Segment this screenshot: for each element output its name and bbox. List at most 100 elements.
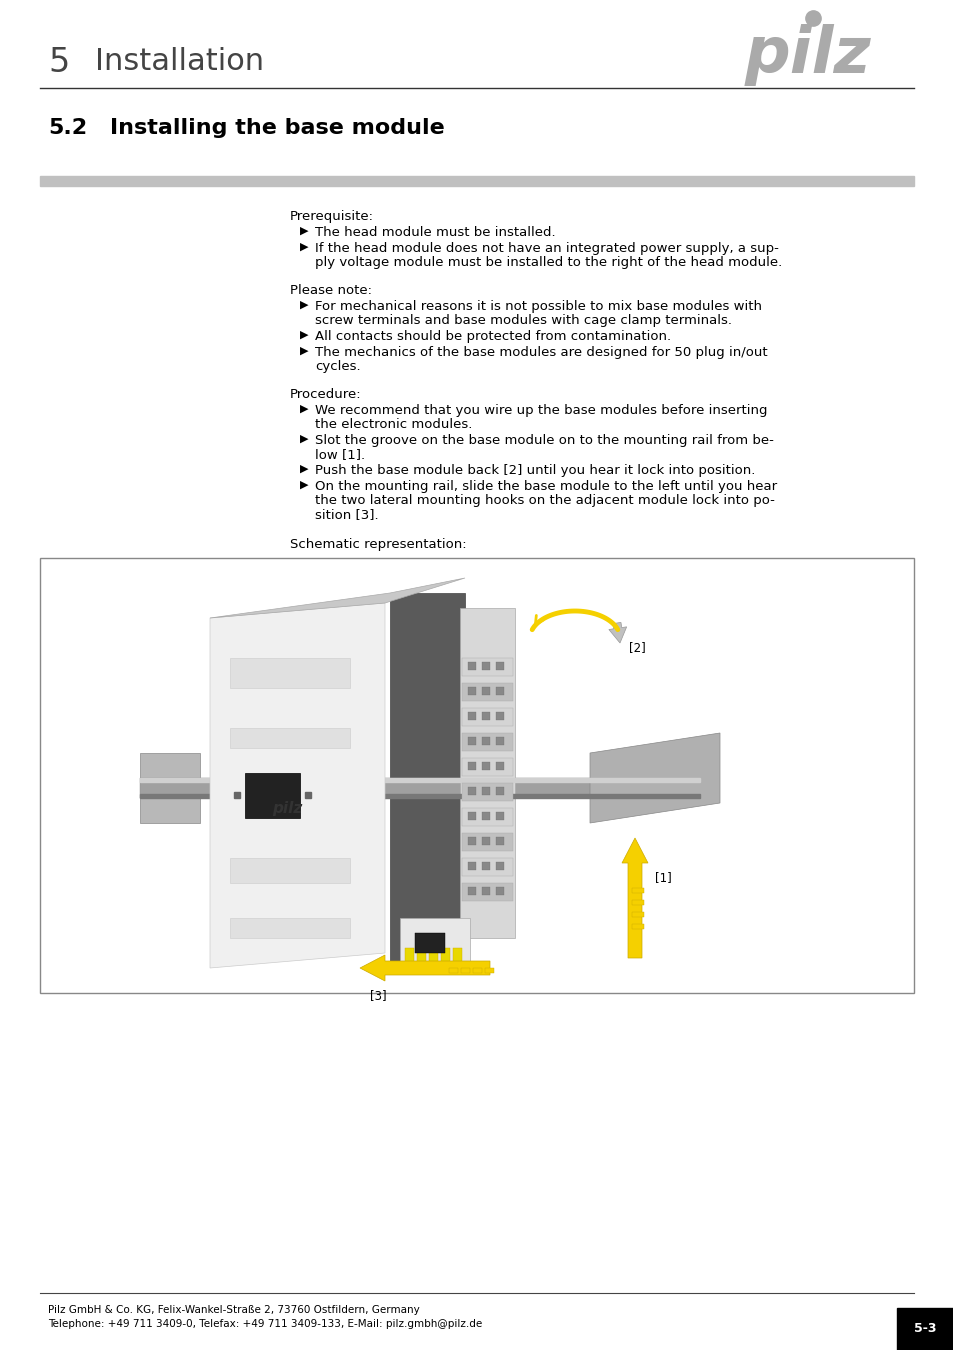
Bar (496, 687, 503, 695)
Text: The head module must be installed.: The head module must be installed. (314, 225, 555, 239)
Bar (440, 948, 450, 968)
Bar (496, 711, 503, 720)
Bar (399, 918, 470, 973)
Text: Procedure:: Procedure: (290, 387, 361, 401)
Bar (631, 900, 643, 904)
Bar (468, 687, 476, 695)
Bar (140, 778, 700, 798)
Text: 5: 5 (48, 46, 70, 78)
Bar (468, 887, 476, 895)
FancyArrow shape (608, 622, 626, 643)
FancyArrow shape (621, 838, 647, 958)
Text: low [1].: low [1]. (314, 448, 365, 460)
Bar (484, 968, 494, 973)
Bar (481, 687, 490, 695)
Text: ▶: ▶ (299, 300, 308, 310)
Bar (245, 774, 299, 818)
Text: ▶: ▶ (299, 242, 308, 252)
Text: the electronic modules.: the electronic modules. (314, 418, 472, 431)
Bar (631, 888, 643, 892)
Bar (405, 948, 414, 968)
Bar (496, 662, 503, 670)
Bar (468, 837, 476, 845)
Bar (481, 787, 490, 795)
Text: Please note:: Please note: (290, 284, 372, 297)
Bar (453, 948, 461, 968)
Text: For mechanical reasons it is not possible to mix base modules with: For mechanical reasons it is not possibl… (314, 300, 761, 313)
Bar (468, 787, 476, 795)
Bar (481, 662, 490, 670)
Bar (140, 794, 700, 798)
Text: pilz: pilz (272, 801, 302, 815)
Text: ply voltage module must be installed to the right of the head module.: ply voltage module must be installed to … (314, 256, 781, 269)
Polygon shape (390, 593, 464, 973)
Text: ▶: ▶ (299, 464, 308, 474)
Bar (481, 837, 490, 845)
Bar (468, 737, 476, 745)
Bar (461, 683, 513, 701)
Bar (40, 176, 913, 186)
Bar (40, 558, 913, 994)
Text: the two lateral mounting hooks on the adjacent module lock into po-: the two lateral mounting hooks on the ad… (314, 494, 774, 508)
Bar (481, 811, 490, 819)
Bar (481, 887, 490, 895)
Text: cycles.: cycles. (314, 360, 360, 373)
Bar (449, 968, 457, 973)
Text: The mechanics of the base modules are designed for 50 plug in/out: The mechanics of the base modules are de… (314, 346, 767, 359)
Bar (461, 657, 513, 676)
Text: Slot the groove on the base module on to the mounting rail from be-: Slot the groove on the base module on to… (314, 433, 773, 447)
Bar (230, 859, 350, 883)
Bar (230, 728, 350, 748)
Bar (496, 737, 503, 745)
Bar (496, 787, 503, 795)
Text: 5.2: 5.2 (48, 117, 87, 138)
Bar (230, 918, 350, 938)
Bar (415, 933, 444, 953)
Text: Telephone: +49 711 3409-0, Telefax: +49 711 3409-133, E-Mail: pilz.gmbh@pilz.de: Telephone: +49 711 3409-0, Telefax: +49 … (48, 1319, 482, 1328)
Bar (473, 968, 481, 973)
Bar (631, 913, 643, 917)
Text: All contacts should be protected from contamination.: All contacts should be protected from co… (314, 329, 670, 343)
Text: ▶: ▶ (299, 433, 308, 444)
Bar (461, 707, 513, 726)
Bar (468, 811, 476, 819)
Bar (416, 948, 426, 968)
Bar (230, 657, 350, 688)
Text: [3]: [3] (370, 990, 386, 1003)
Bar (429, 948, 437, 968)
Bar (468, 863, 476, 869)
Bar (481, 737, 490, 745)
Text: [1]: [1] (655, 872, 671, 884)
Polygon shape (459, 608, 515, 938)
Bar (461, 859, 513, 876)
Text: ▶: ▶ (299, 225, 308, 236)
Text: Installation: Installation (95, 47, 264, 77)
Bar (461, 883, 513, 900)
Text: Push the base module back [2] until you hear it lock into position.: Push the base module back [2] until you … (314, 464, 755, 477)
Text: Pilz GmbH & Co. KG, Felix-Wankel-Straße 2, 73760 Ostfildern, Germany: Pilz GmbH & Co. KG, Felix-Wankel-Straße … (48, 1305, 419, 1315)
Bar (481, 863, 490, 869)
Bar (496, 863, 503, 869)
Bar (481, 761, 490, 770)
Text: Schematic representation:: Schematic representation: (290, 539, 466, 551)
Text: On the mounting rail, slide the base module to the left until you hear: On the mounting rail, slide the base mod… (314, 481, 777, 493)
Bar (461, 809, 513, 826)
Bar (496, 837, 503, 845)
Polygon shape (210, 603, 385, 968)
Text: If the head module does not have an integrated power supply, a sup-: If the head module does not have an inte… (314, 242, 778, 255)
Polygon shape (589, 733, 720, 824)
Polygon shape (210, 578, 464, 618)
Text: [2]: [2] (628, 641, 645, 655)
Text: 5-3: 5-3 (913, 1323, 935, 1335)
Bar (140, 778, 700, 782)
Text: sition [3].: sition [3]. (314, 508, 378, 521)
Bar (496, 887, 503, 895)
Bar (468, 761, 476, 770)
Text: ▶: ▶ (299, 404, 308, 414)
Bar (496, 761, 503, 770)
Bar (481, 711, 490, 720)
Text: ▶: ▶ (299, 329, 308, 340)
Bar (461, 833, 513, 851)
Bar (461, 783, 513, 801)
Text: We recommend that you wire up the base modules before inserting: We recommend that you wire up the base m… (314, 404, 767, 417)
